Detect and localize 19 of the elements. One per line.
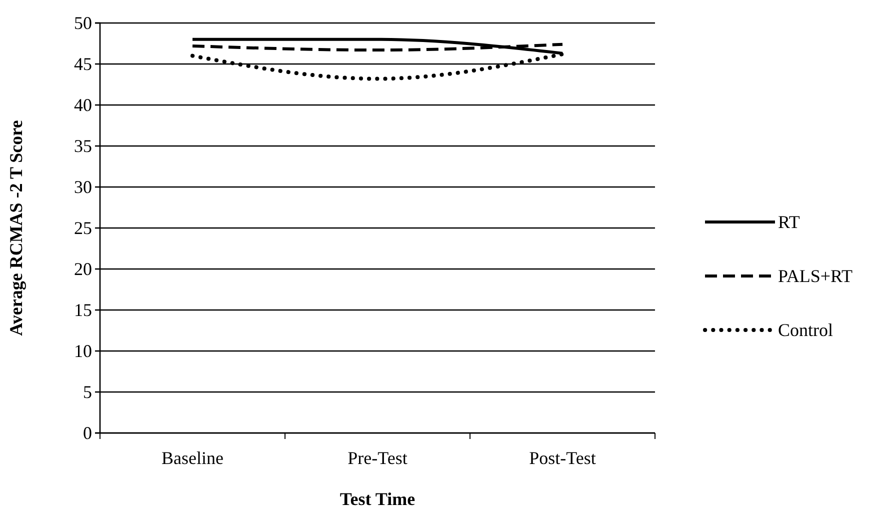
legend-label: Control xyxy=(778,320,834,340)
y-tick-label: 15 xyxy=(74,300,92,320)
y-tick-label: 50 xyxy=(74,12,92,33)
y-tick-label: 20 xyxy=(74,258,92,279)
y-tick-label: 40 xyxy=(74,94,92,115)
y-tick-label: 25 xyxy=(74,218,92,238)
y-tick-label: 5 xyxy=(83,382,92,402)
x-tick-label: Post-Test xyxy=(529,448,596,468)
y-tick-label: 0 xyxy=(83,422,92,443)
legend-label: RT xyxy=(778,212,800,232)
legend-label: PALS+RT xyxy=(778,266,852,286)
y-tick-label: 10 xyxy=(74,340,92,361)
x-tick-label: Baseline xyxy=(162,448,224,468)
y-tick-label: 30 xyxy=(74,176,92,197)
x-axis-title: Test Time xyxy=(340,489,416,509)
y-axis-title: Average RCMAS -2 T Score xyxy=(6,120,26,336)
x-tick-label: Pre-Test xyxy=(348,448,408,468)
y-tick-label: 35 xyxy=(74,136,92,156)
y-tick-label: 45 xyxy=(74,54,92,74)
